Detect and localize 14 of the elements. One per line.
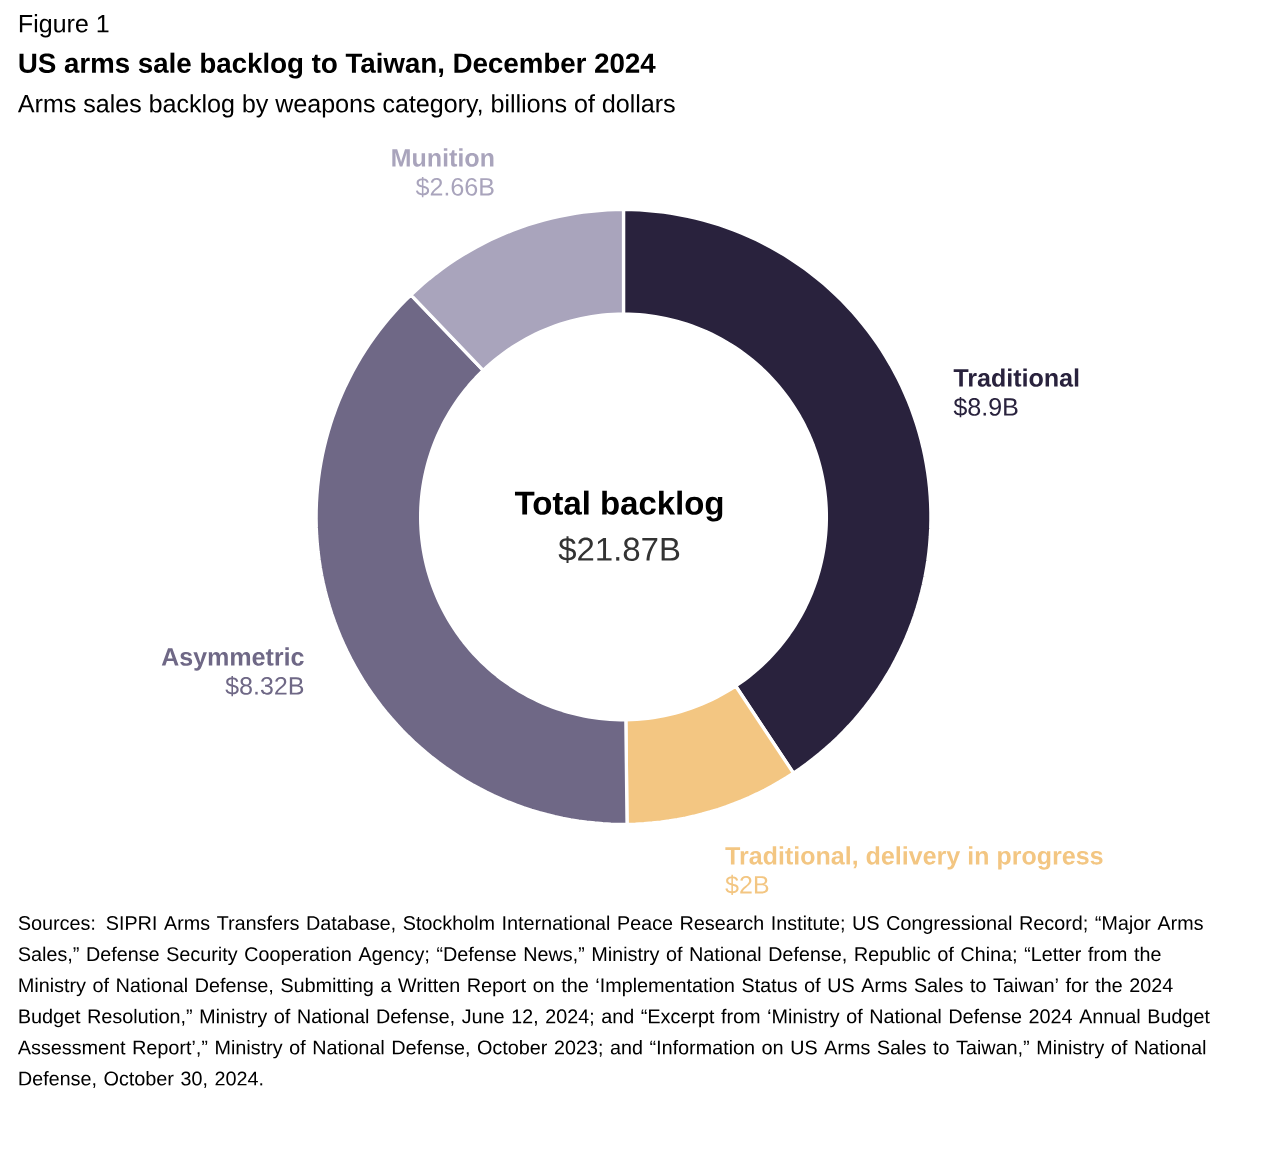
data-label: $8.9B [953,396,1018,418]
data-label: $2.66B [415,176,494,198]
text: Total backlog [514,490,723,522]
data-label: $2B [725,874,769,895]
chart-subtitle: Arms sales backlog by weapons category, billions of dollars [17,94,675,118]
text: $21.87B [558,536,680,563]
slice-label: Munition [392,148,494,167]
chart-title: US arms sale backlog to Taiwan, December 2024 [19,52,656,79]
slice-label: Asymmetric [161,647,304,671]
source-note: Sources: SIPRI Arms Transfers Database, Stockholm International Peace Research Institute; US Congressional Record; “Major Arms Sales,” Defense Security Cooperation Agency; “Defense News,” Ministry of National Defense, Republic of China; “Letter from the Ministry of National Defense, Submitting a Written Report on the ‘Implementation Status of US Arms Sales to Taiwan’ for the 2024 Budget Resolution,” Ministry of National Defense, June 12, 2024; and “Excerpt from ‘Ministry of National Defense 2024 Annual Budget Assessment Report’,” Ministry of National Defense, October 2023; and “Information on US Arms Sales to Taiwan,” Ministry of National Defense, October 30, 2024. [17,915,1210,1088]
slice-label: Traditional, delivery in progress [725,846,1103,870]
slice-label: Traditional [953,368,1079,387]
caption: Figure 1 [19,13,109,38]
data-label: $8.32B [225,675,304,697]
